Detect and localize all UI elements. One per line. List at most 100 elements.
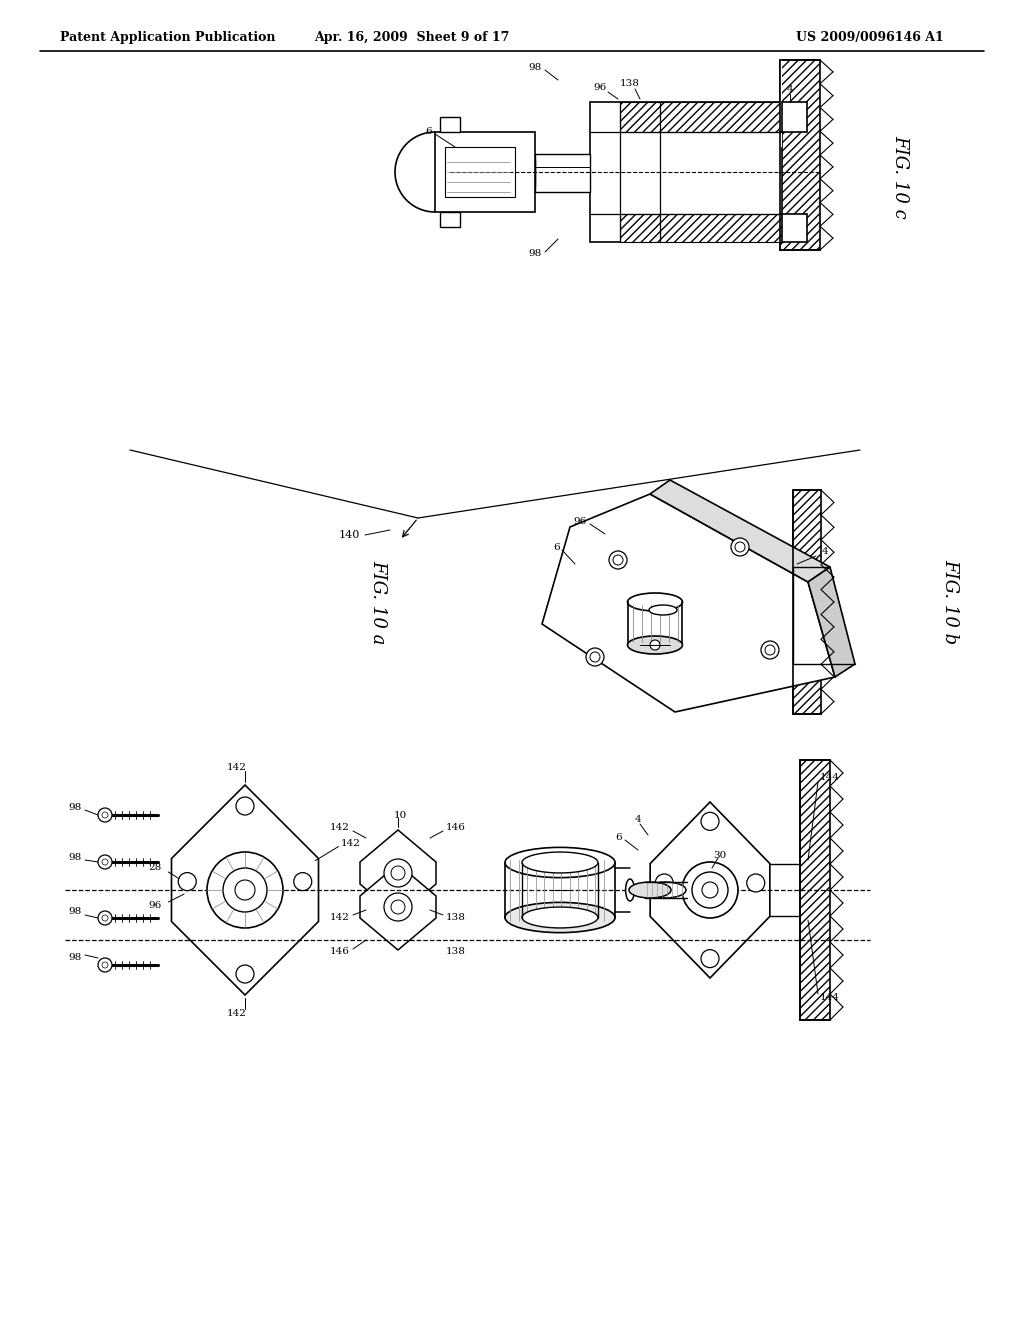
Circle shape: [102, 812, 108, 818]
Text: 142: 142: [341, 840, 360, 847]
Text: 138: 138: [621, 79, 640, 88]
Bar: [520, 160, 535, 186]
Bar: [535, 154, 590, 191]
Text: 6: 6: [425, 128, 432, 136]
Bar: [793, 490, 821, 714]
Text: 98: 98: [69, 908, 82, 916]
Ellipse shape: [522, 851, 598, 873]
Text: 10: 10: [393, 810, 407, 820]
Text: 146: 146: [446, 824, 466, 833]
Bar: [620, 102, 782, 132]
Text: 146: 146: [330, 948, 350, 957]
Ellipse shape: [629, 882, 671, 898]
Text: 6: 6: [553, 543, 560, 552]
Circle shape: [102, 962, 108, 968]
Bar: [620, 214, 782, 242]
Circle shape: [735, 543, 745, 552]
Text: 96: 96: [593, 82, 606, 91]
Circle shape: [765, 645, 775, 655]
Text: 144: 144: [820, 994, 840, 1002]
Text: 138: 138: [446, 948, 466, 957]
Circle shape: [391, 866, 406, 880]
Circle shape: [98, 855, 112, 869]
Polygon shape: [360, 865, 436, 950]
Text: 142: 142: [227, 763, 247, 771]
Text: 144: 144: [820, 774, 840, 783]
Ellipse shape: [505, 847, 615, 878]
Text: US 2009/0096146 A1: US 2009/0096146 A1: [796, 30, 944, 44]
Polygon shape: [542, 494, 835, 711]
Ellipse shape: [505, 903, 615, 933]
Circle shape: [178, 873, 197, 891]
Bar: [800, 760, 830, 1020]
Text: 6: 6: [615, 833, 622, 842]
Bar: [628, 602, 682, 645]
Text: 138: 138: [446, 913, 466, 923]
Polygon shape: [171, 785, 318, 995]
Circle shape: [702, 882, 718, 898]
Circle shape: [102, 859, 108, 865]
Bar: [780, 0, 782, 147]
Bar: [445, 147, 515, 197]
Bar: [440, 117, 460, 132]
Text: 140: 140: [339, 531, 360, 540]
Text: 96: 96: [148, 900, 161, 909]
Text: 30: 30: [714, 850, 727, 859]
Ellipse shape: [644, 882, 686, 898]
Polygon shape: [808, 568, 855, 677]
Circle shape: [731, 539, 749, 556]
Text: 96: 96: [573, 517, 587, 527]
Circle shape: [294, 873, 311, 891]
Text: FIG. 10 a: FIG. 10 a: [369, 560, 387, 644]
Text: 142: 142: [227, 1008, 247, 1018]
Circle shape: [650, 640, 660, 649]
Circle shape: [236, 965, 254, 983]
Circle shape: [98, 808, 112, 822]
Circle shape: [682, 862, 738, 917]
Circle shape: [384, 859, 412, 887]
Circle shape: [586, 648, 604, 667]
Bar: [780, 59, 820, 249]
Ellipse shape: [522, 907, 598, 928]
Circle shape: [692, 873, 728, 908]
Circle shape: [609, 550, 627, 569]
Text: Apr. 16, 2009  Sheet 9 of 17: Apr. 16, 2009 Sheet 9 of 17: [314, 30, 510, 44]
Text: 142: 142: [330, 824, 350, 833]
Text: 4: 4: [635, 816, 641, 825]
Circle shape: [655, 874, 673, 892]
Circle shape: [207, 851, 283, 928]
Text: 98: 98: [528, 249, 542, 259]
Ellipse shape: [626, 879, 635, 902]
Text: 98: 98: [528, 62, 542, 71]
Circle shape: [761, 642, 779, 659]
Text: 4: 4: [786, 86, 794, 95]
Text: Patent Application Publication: Patent Application Publication: [60, 30, 275, 44]
Text: 142: 142: [330, 913, 350, 923]
Circle shape: [236, 797, 254, 814]
Polygon shape: [782, 102, 807, 132]
Bar: [435, 132, 535, 213]
Ellipse shape: [649, 605, 677, 615]
Circle shape: [613, 554, 623, 565]
Circle shape: [102, 915, 108, 921]
Circle shape: [746, 874, 765, 892]
Text: 98: 98: [69, 953, 82, 962]
Polygon shape: [782, 214, 807, 242]
Circle shape: [98, 958, 112, 972]
Polygon shape: [650, 480, 830, 582]
Circle shape: [223, 869, 267, 912]
Bar: [440, 213, 460, 227]
Circle shape: [391, 900, 406, 913]
Bar: [590, 102, 782, 242]
Circle shape: [98, 911, 112, 925]
Text: 98: 98: [69, 853, 82, 862]
Text: FIG. 10 c: FIG. 10 c: [891, 135, 909, 219]
Circle shape: [701, 812, 719, 830]
Circle shape: [590, 652, 600, 663]
Text: FIG. 10 b: FIG. 10 b: [941, 560, 959, 644]
Text: 28: 28: [148, 863, 161, 873]
Text: 4: 4: [821, 548, 828, 557]
Circle shape: [234, 880, 255, 900]
Text: 98: 98: [69, 803, 82, 812]
Ellipse shape: [628, 636, 683, 653]
